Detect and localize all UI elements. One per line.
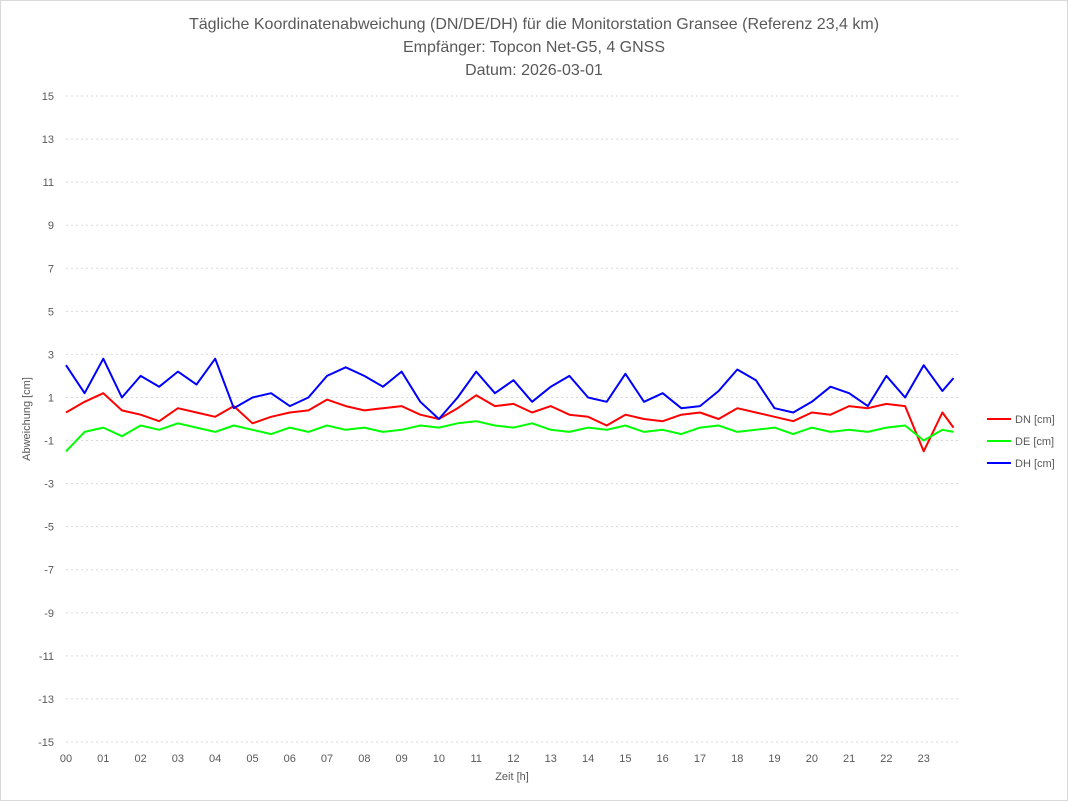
y-tick-label: -5 bbox=[44, 522, 54, 534]
y-tick-label: 7 bbox=[48, 263, 54, 275]
chart-legend: DN [cm] DE [cm] DH [cm] bbox=[987, 414, 1055, 470]
x-tick-label: 21 bbox=[843, 753, 855, 765]
x-tick-label: 08 bbox=[358, 753, 370, 765]
y-tick-label: -11 bbox=[39, 651, 54, 663]
legend-entry-label: DH [cm] bbox=[1015, 458, 1055, 470]
y-tick-label: 3 bbox=[48, 349, 54, 361]
series-lines bbox=[65, 357, 955, 453]
x-tick-label: 13 bbox=[545, 753, 557, 765]
chart-title: Tägliche Koordinatenabweichung (DN/DE/DH… bbox=[189, 16, 879, 33]
y-axis-ticks: 15 13 11 9 7 5 3 1 -1 -3 -5 -7 -9 -11 -13 -15 bbox=[38, 91, 54, 749]
x-tick-label: 11 bbox=[470, 753, 481, 765]
series-line-dh bbox=[65, 357, 955, 420]
x-tick-label: 00 bbox=[60, 753, 72, 765]
x-tick-label: 02 bbox=[134, 753, 146, 765]
x-tick-label: 04 bbox=[209, 753, 221, 765]
x-tick-label: 12 bbox=[507, 753, 519, 765]
x-tick-label: 10 bbox=[433, 753, 445, 765]
x-tick-label: 05 bbox=[246, 753, 258, 765]
y-tick-label: 5 bbox=[48, 306, 54, 318]
y-axis-label: Abweichung [cm] bbox=[21, 377, 33, 461]
x-axis-ticks: 00 01 02 03 04 05 06 07 08 09 10 11 12 13 14 15 16 17 18 19… bbox=[60, 753, 930, 765]
y-tick-label: -13 bbox=[38, 694, 54, 706]
x-axis-label: Zeit [h] bbox=[495, 771, 529, 783]
x-tick-label: 07 bbox=[321, 753, 333, 765]
x-tick-label: 15 bbox=[619, 753, 631, 765]
x-tick-label: 03 bbox=[172, 753, 184, 765]
chart-date-label: Datum: 2026-03-01 bbox=[465, 62, 603, 79]
y-tick-label: 15 bbox=[42, 91, 54, 103]
x-tick-label: 06 bbox=[284, 753, 296, 765]
x-tick-label: 22 bbox=[880, 753, 892, 765]
x-tick-label: 09 bbox=[396, 753, 408, 765]
y-tick-label: 1 bbox=[48, 392, 54, 404]
legend-entry-label: DE [cm] bbox=[1015, 436, 1054, 448]
x-tick-label: 20 bbox=[806, 753, 818, 765]
grid-lines bbox=[66, 95, 961, 743]
x-tick-label: 19 bbox=[768, 753, 780, 765]
y-tick-label: 13 bbox=[42, 134, 54, 146]
x-tick-label: 01 bbox=[97, 753, 109, 765]
x-tick-label: 17 bbox=[694, 753, 706, 765]
y-tick-label: 11 bbox=[43, 177, 54, 189]
x-tick-label: 16 bbox=[657, 753, 669, 765]
y-tick-label: 9 bbox=[48, 220, 54, 232]
chart-subtitle: Empfänger: Topcon Net-G5, 4 GNSS bbox=[403, 39, 665, 56]
x-tick-label: 23 bbox=[918, 753, 930, 765]
legend-entry-label: DN [cm] bbox=[1015, 414, 1055, 426]
series-line-de bbox=[65, 420, 954, 452]
series-line-dn bbox=[65, 392, 955, 453]
x-tick-label: 14 bbox=[582, 753, 594, 765]
y-tick-label: -7 bbox=[44, 565, 54, 577]
y-tick-label: -1 bbox=[44, 436, 54, 448]
y-tick-label: -9 bbox=[44, 608, 54, 620]
y-tick-label: -3 bbox=[44, 479, 54, 491]
y-tick-label: -15 bbox=[38, 737, 54, 749]
x-tick-label: 18 bbox=[731, 753, 743, 765]
